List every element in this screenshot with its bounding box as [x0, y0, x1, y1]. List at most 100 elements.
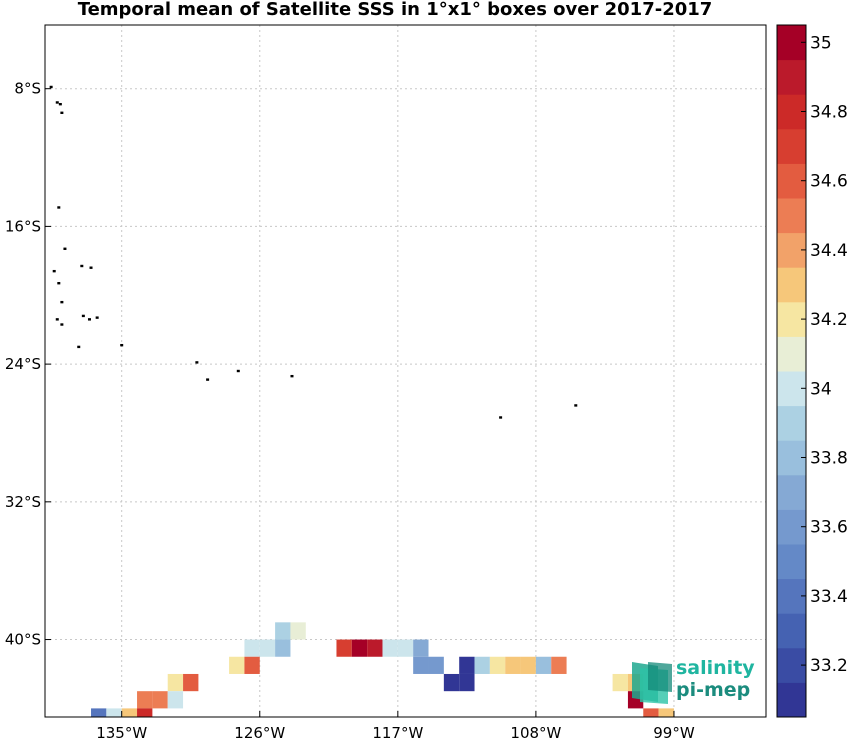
colorbar-tick-label: 34.2 — [810, 310, 848, 330]
colorbar-tick-label: 34.6 — [810, 172, 848, 192]
sss-cell — [489, 656, 506, 674]
coastline-islands — [49, 85, 578, 419]
island — [60, 300, 64, 304]
island — [58, 102, 62, 106]
sss-cell — [167, 673, 184, 692]
sss-cell — [367, 639, 383, 657]
sss-cell — [535, 656, 552, 674]
sss-cell — [152, 691, 168, 709]
sss-cell — [275, 622, 291, 640]
colorbar-tick-label: 35 — [810, 33, 832, 53]
graticule — [45, 25, 766, 717]
sss-cell — [658, 708, 674, 717]
lat-tick-label: 40°S — [5, 631, 41, 649]
island — [290, 374, 294, 378]
island — [574, 404, 578, 407]
island — [195, 361, 199, 364]
lon-tick-label: 135°W — [96, 724, 147, 740]
sss-cell — [612, 673, 628, 692]
island — [87, 318, 91, 321]
sss-cell — [643, 708, 659, 717]
sss-cell — [183, 673, 199, 692]
sss-cell — [259, 639, 276, 657]
sss-cell — [551, 656, 567, 674]
sss-cell — [397, 639, 414, 657]
lat-tick-label: 16°S — [5, 217, 41, 235]
sss-cell — [229, 656, 245, 674]
sss-cell — [382, 639, 398, 657]
sss-cell — [167, 691, 184, 709]
logo-text-salinity: salinity — [676, 657, 755, 679]
sss-cell — [106, 708, 122, 717]
colorbar-segment — [777, 267, 806, 303]
island — [60, 111, 64, 114]
colorbar-tick-label: 34.8 — [810, 103, 848, 123]
island — [57, 282, 61, 285]
island — [499, 416, 503, 419]
island — [206, 378, 210, 381]
sss-cell — [137, 708, 153, 717]
colorbar-tick-label: 34 — [810, 379, 832, 399]
map-frame — [44, 24, 767, 718]
sss-cell — [290, 622, 306, 640]
colorbar-tick-label: 34.4 — [810, 241, 848, 261]
sss-cell — [474, 656, 490, 674]
colorbar-segment — [777, 474, 806, 510]
colorbar-tick-label: 33.6 — [810, 518, 848, 538]
lat-tick-label: 8°S — [14, 80, 41, 98]
island — [63, 247, 67, 250]
island — [236, 369, 240, 373]
salinity-pi-mep-logo: salinity pi-mep — [628, 656, 758, 712]
lat-tick-label: 24°S — [5, 355, 41, 373]
colorbar-segment — [777, 613, 806, 649]
sss-cell — [520, 656, 536, 674]
colorbar-segment — [777, 198, 806, 234]
sss-cell — [91, 708, 107, 717]
sss-cell — [336, 639, 352, 657]
island — [49, 85, 53, 89]
island — [95, 316, 99, 319]
sss-cell — [428, 656, 444, 674]
colorbar-tick-label: 33.8 — [810, 449, 848, 469]
island — [120, 343, 124, 347]
sss-cell — [275, 639, 291, 657]
island — [55, 318, 59, 321]
sss-cell — [443, 673, 460, 692]
map-title: Temporal mean of Satellite SSS in 1°x1° … — [77, 0, 713, 20]
colorbar-segment — [777, 682, 806, 718]
logo-text-pi-mep: pi-mep — [676, 679, 751, 701]
sss-cell — [505, 656, 521, 674]
lon-tick-label: 126°W — [234, 724, 285, 740]
island — [55, 101, 59, 104]
island — [81, 314, 85, 318]
sss-cell — [121, 708, 138, 717]
sss-cell — [351, 639, 368, 657]
island — [60, 323, 64, 326]
island — [57, 206, 61, 209]
lat-tick-label: 32°S — [5, 493, 41, 511]
sss-cell — [413, 639, 429, 657]
sss-cell — [244, 656, 260, 674]
logo-mark-icon — [632, 662, 672, 704]
colorbar-tick-label: 33.2 — [810, 656, 848, 676]
island — [77, 345, 81, 349]
island — [89, 266, 93, 269]
sss-cell — [137, 691, 153, 709]
sss-cell — [413, 656, 429, 674]
colorbar-segment — [777, 128, 806, 164]
lon-tick-label: 117°W — [372, 724, 423, 740]
sss-cell — [459, 673, 475, 692]
sss-cell — [244, 639, 260, 657]
axis-ticks: 135°W 126°W 117°W 108°W 99°W 8°S 16°S 24°S 32°S 4… — [5, 80, 695, 740]
lon-tick-label: 99°W — [653, 724, 695, 740]
sss-heatmap — [91, 622, 674, 717]
colorbar-segment — [777, 59, 806, 95]
colorbar-frame — [776, 24, 807, 718]
colorbar-segment — [777, 336, 806, 372]
colorbar-segment — [777, 544, 806, 580]
colorbar-tick-label: 33.4 — [810, 587, 848, 607]
island — [80, 264, 84, 268]
colorbar: 33.2 33.4 33.6 33.8 34 34.2 34.4 34.6 34.8 35 — [776, 24, 848, 718]
sss-cell — [459, 656, 475, 674]
